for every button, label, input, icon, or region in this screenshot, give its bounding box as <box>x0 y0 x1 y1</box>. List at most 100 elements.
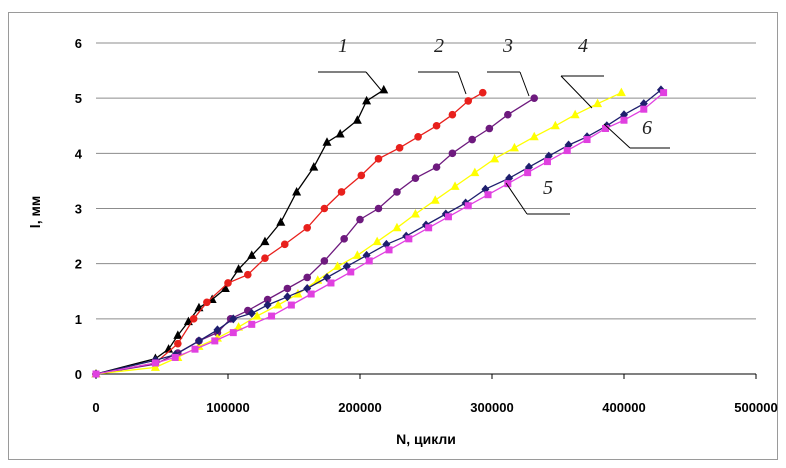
y-tick-label: 5 <box>75 91 82 106</box>
leader-line-2 <box>457 71 467 95</box>
series-3-point <box>283 284 292 293</box>
series-4-point <box>490 153 500 163</box>
series-6-point <box>563 147 571 155</box>
series-4-point <box>430 195 440 204</box>
series-6-point <box>365 257 373 265</box>
series-2-point <box>414 132 422 141</box>
series-3-point <box>340 235 348 243</box>
series-4-point <box>410 209 420 218</box>
curve-number-1: 1 <box>338 35 348 57</box>
series-2-point <box>395 144 404 152</box>
series-2-point <box>203 298 211 307</box>
series <box>91 84 668 379</box>
x-axis-title: N, цикли <box>396 431 456 447</box>
series-6-point <box>504 180 512 188</box>
x-tick-label: 300000 <box>470 400 513 415</box>
leader-line-4 <box>560 75 593 109</box>
series-3-point <box>303 273 312 282</box>
series-2-point <box>280 240 289 249</box>
series-1-point <box>335 129 345 138</box>
x-tick-label: 0 <box>92 400 99 415</box>
series-6-point <box>620 116 628 124</box>
series-5-point <box>263 300 272 310</box>
x-tick-label: 500000 <box>734 400 777 415</box>
series-3-point <box>374 204 383 213</box>
series-4-point <box>529 131 539 141</box>
leader-line-5 <box>505 182 528 215</box>
y-tick-label: 1 <box>75 312 82 327</box>
series-1 <box>91 84 389 378</box>
y-tick-label: 6 <box>75 36 82 51</box>
series-3-point <box>432 163 441 171</box>
series-3-point <box>504 110 512 119</box>
series-4 <box>91 87 626 378</box>
series-6-point <box>464 202 472 210</box>
series-4-point <box>372 236 382 246</box>
series-4-point <box>392 222 402 232</box>
series-2-point <box>478 88 487 97</box>
series-4-point <box>616 87 626 97</box>
curve-number-5: 5 <box>543 177 553 199</box>
series-3-point <box>393 188 401 196</box>
series-2-point <box>224 279 232 287</box>
series-4-point <box>509 142 519 152</box>
series-1-point <box>292 186 302 196</box>
chart-frame <box>8 12 778 460</box>
curve-number-3: 3 <box>502 35 513 57</box>
series-2-point <box>189 315 198 323</box>
series-6-point <box>425 224 433 232</box>
series-6-point <box>602 125 610 133</box>
curve-annotations: 1 2 3 4 5 6 <box>318 35 670 215</box>
series-6-point <box>444 213 452 221</box>
series-3-point <box>356 215 364 224</box>
series-2-point <box>374 155 383 163</box>
leader-line-3 <box>519 71 530 97</box>
series-1-point <box>352 115 362 124</box>
series-6-point <box>191 345 199 353</box>
y-tick-label: 4 <box>75 146 83 161</box>
y-tick-labels: 0 1 2 3 4 5 6 <box>75 36 83 382</box>
series-2-line <box>95 92 484 375</box>
series-1-point <box>164 344 174 353</box>
series-3 <box>92 94 539 378</box>
series-4-point <box>450 181 460 190</box>
series-3-point <box>468 135 477 144</box>
series-2-point <box>464 97 473 105</box>
series-1-point <box>309 162 319 171</box>
series-6-point <box>385 246 393 254</box>
series-6-point <box>268 312 276 320</box>
series-3-point <box>448 149 457 158</box>
series-4-point <box>470 167 480 177</box>
series-4-point <box>293 289 303 298</box>
series-6-point <box>484 191 492 199</box>
axes <box>95 373 757 379</box>
series-4-point <box>234 322 244 331</box>
series-3-line <box>95 97 535 375</box>
series-4-point <box>273 300 283 309</box>
series-1-point <box>220 283 230 292</box>
x-tick-label: 200000 <box>338 400 381 415</box>
series-4-point <box>352 250 362 259</box>
series-5-point <box>247 308 256 318</box>
series-6-point <box>524 169 532 177</box>
series-1-point <box>247 250 257 259</box>
series-2-point <box>174 339 182 348</box>
series-4-line <box>95 92 622 375</box>
series-2-point <box>357 171 366 180</box>
y-tick-label: 0 <box>75 367 82 382</box>
series-6-point <box>583 136 591 144</box>
series-1-point <box>322 137 332 146</box>
curve-number-6: 6 <box>642 117 652 139</box>
series-1-point <box>234 264 244 273</box>
series-2-point <box>303 224 312 232</box>
series-1-point <box>173 330 183 339</box>
curve-number-4: 4 <box>578 35 588 57</box>
series-6-point <box>248 320 256 328</box>
series-6-point <box>307 290 315 298</box>
series-5-point <box>229 314 238 324</box>
leader-line-6 <box>603 123 631 149</box>
series-2-point <box>261 254 269 262</box>
series-3-point <box>263 295 272 304</box>
x-tick-labels: 0 100000 200000 300000 400000 500000 <box>92 400 777 415</box>
series-4-point <box>150 362 160 371</box>
